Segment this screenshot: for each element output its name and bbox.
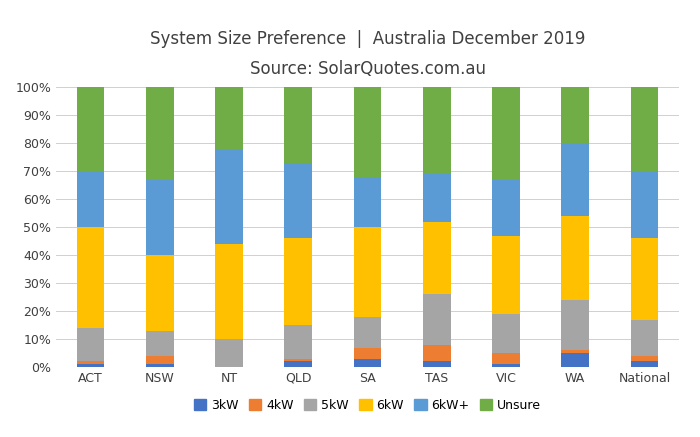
Bar: [284, 163, 312, 239]
Bar: [561, 300, 589, 350]
Bar: [77, 364, 104, 367]
Bar: [284, 87, 312, 163]
Bar: [492, 236, 520, 314]
Bar: [354, 177, 382, 227]
Bar: [284, 325, 312, 359]
Bar: [631, 171, 658, 239]
Bar: [423, 361, 451, 367]
Bar: [146, 87, 174, 180]
Bar: [146, 331, 174, 356]
Bar: [423, 87, 451, 174]
Bar: [631, 319, 658, 356]
Bar: [77, 87, 104, 171]
Legend: 3kW, 4kW, 5kW, 6kW, 6kW+, Unsure: 3kW, 4kW, 5kW, 6kW, 6kW+, Unsure: [189, 394, 546, 417]
Bar: [354, 227, 382, 317]
Bar: [354, 347, 382, 359]
Bar: [146, 255, 174, 331]
Title: System Size Preference  |  Australia December 2019
Source: SolarQuotes.com.au: System Size Preference | Australia Decem…: [150, 30, 585, 77]
Bar: [492, 314, 520, 353]
Bar: [284, 361, 312, 367]
Bar: [561, 143, 589, 216]
Bar: [561, 353, 589, 367]
Bar: [77, 171, 104, 227]
Bar: [492, 364, 520, 367]
Bar: [631, 239, 658, 319]
Bar: [215, 149, 243, 244]
Bar: [77, 328, 104, 361]
Bar: [561, 87, 589, 143]
Bar: [354, 87, 382, 177]
Bar: [423, 174, 451, 222]
Bar: [561, 216, 589, 300]
Bar: [215, 87, 243, 149]
Bar: [146, 356, 174, 364]
Bar: [284, 359, 312, 361]
Bar: [492, 87, 520, 180]
Bar: [215, 244, 243, 339]
Bar: [77, 227, 104, 328]
Bar: [77, 361, 104, 364]
Bar: [631, 87, 658, 171]
Bar: [492, 353, 520, 364]
Bar: [561, 350, 589, 353]
Bar: [423, 345, 451, 361]
Bar: [146, 364, 174, 367]
Bar: [354, 359, 382, 367]
Bar: [631, 356, 658, 361]
Bar: [631, 361, 658, 367]
Bar: [354, 317, 382, 347]
Bar: [423, 295, 451, 345]
Bar: [215, 339, 243, 367]
Bar: [492, 180, 520, 236]
Bar: [423, 222, 451, 295]
Bar: [146, 180, 174, 255]
Bar: [284, 239, 312, 325]
